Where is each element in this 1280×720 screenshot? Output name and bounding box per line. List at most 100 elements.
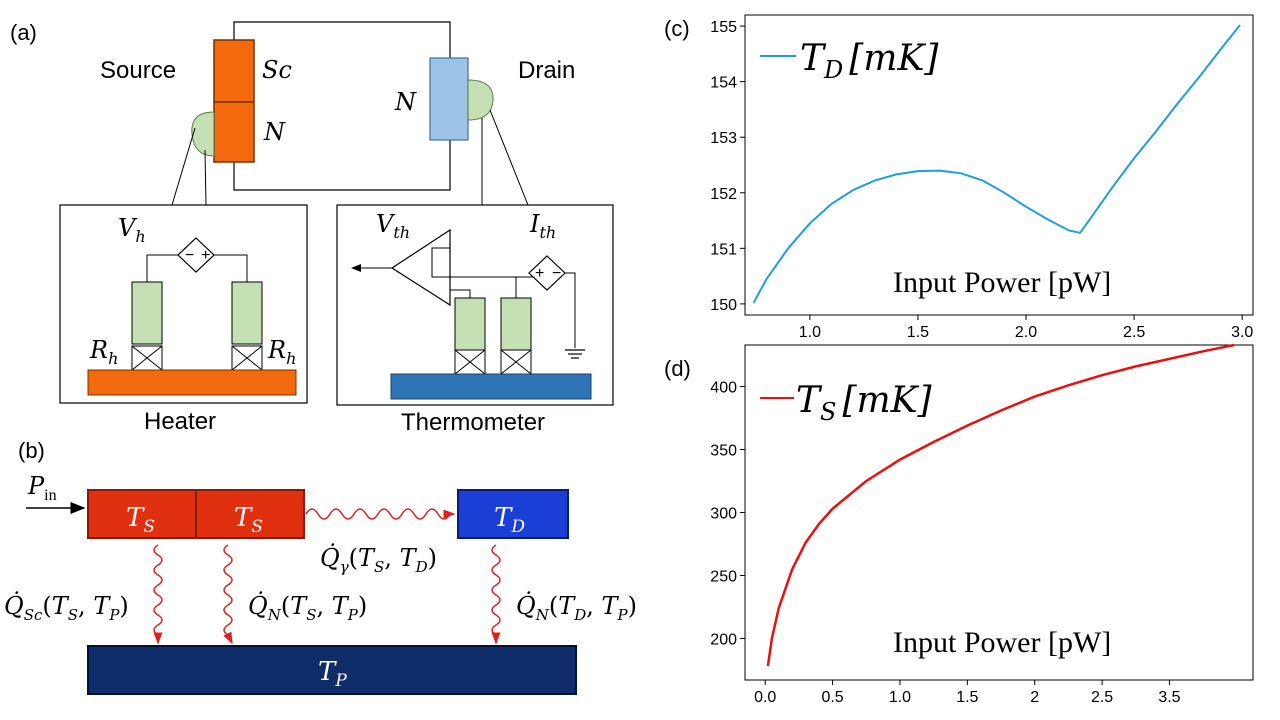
chart-d-ytick-label: 300 bbox=[710, 506, 737, 523]
amp-input-wire bbox=[450, 289, 471, 298]
rh-label-left: Rh bbox=[89, 336, 118, 368]
thermo-resistor-left bbox=[454, 297, 486, 351]
source-normal-block bbox=[213, 101, 255, 163]
heater-wire-left bbox=[146, 254, 178, 282]
heater-lead-right bbox=[204, 149, 207, 206]
vth-label: Vth bbox=[376, 210, 410, 242]
chart-c-ytick-label: 153 bbox=[710, 130, 737, 147]
heater-source-symbol bbox=[177, 237, 215, 273]
panel-b: (b) Pin TS TS TD TP Q̇γ(TS, TD) Q̇Sc(TS,… bbox=[4, 438, 637, 695]
source-superconductor-block bbox=[213, 39, 255, 103]
drain-n-label: N bbox=[394, 88, 417, 116]
thermo-source-symbol bbox=[528, 255, 566, 291]
ground-symbol bbox=[565, 349, 585, 359]
panel-d: (d) 0.0 0.5 1.0 1.5 2 2.5 3.5 200 250 300 350 400 T… bbox=[664, 343, 1254, 706]
chart-d-xtick-label: 1.0 bbox=[889, 689, 911, 706]
thermometer-bar bbox=[390, 373, 592, 400]
chart-d-xlabel: Input Power [pW] bbox=[893, 626, 1111, 659]
tp-bath bbox=[87, 645, 577, 695]
panel-c-letter: (c) bbox=[664, 16, 690, 41]
chart-c-ytick-label: 150 bbox=[710, 297, 737, 314]
thermometer-box bbox=[336, 204, 614, 406]
panel-a: (a) Source Sc N Drain N Vh − + bbox=[10, 20, 614, 436]
chart-c-xtick-label: 2.0 bbox=[1015, 324, 1037, 341]
chart-d-xtick-label: 2.5 bbox=[1091, 689, 1113, 706]
ts-left-label: TS bbox=[126, 503, 155, 537]
thermo-source-minus: − bbox=[552, 265, 561, 282]
drain-label: Drain bbox=[518, 57, 575, 84]
chart-d-ytick-label: 250 bbox=[710, 568, 737, 585]
phonon-wave-n-source bbox=[223, 544, 233, 645]
drain-block bbox=[429, 57, 469, 141]
heater-source-minus: − bbox=[185, 247, 194, 264]
heater-lead-left bbox=[171, 127, 196, 206]
rh-label-right: Rh bbox=[267, 336, 296, 368]
chart-d-xtick-label: 1.5 bbox=[956, 689, 978, 706]
top-wire bbox=[233, 21, 451, 58]
td-label: TD bbox=[494, 503, 525, 537]
ith-label: Ith bbox=[529, 210, 556, 242]
heater-wire-right bbox=[214, 254, 248, 282]
pin-label: Pin bbox=[27, 472, 57, 504]
heater-bar bbox=[87, 369, 297, 396]
chart-d-axes: 0.0 0.5 1.0 1.5 2 2.5 3.5 200 250 300 350 400 bbox=[710, 380, 1180, 706]
q-sc-label: Q̇Sc(TS, TP) bbox=[4, 592, 129, 624]
chart-d-ytick-label: 350 bbox=[710, 443, 737, 460]
panel-c: (c) 1.0 1.5 2.0 2.5 3.0 150 151 152 153 154 155 TD… bbox=[664, 14, 1254, 341]
q-n-source-label: Q̇N(TS, TP) bbox=[248, 592, 367, 624]
ts-right-label: TS bbox=[234, 503, 263, 537]
chart-c-ytick-label: 151 bbox=[710, 241, 737, 258]
chart-c-xtick-label: 3.0 bbox=[1231, 324, 1253, 341]
thermo-junction-left bbox=[454, 349, 486, 375]
chart-d-ytick-label: 200 bbox=[710, 631, 737, 648]
tp-label: TP bbox=[318, 657, 347, 691]
chart-c-series-line bbox=[752, 24, 1241, 304]
heater-junction-left bbox=[131, 345, 163, 371]
chart-c-frame bbox=[744, 14, 1254, 316]
thermo-lead-right bbox=[489, 109, 529, 206]
amp-feedback-wire bbox=[431, 247, 545, 278]
heater-box bbox=[59, 204, 308, 404]
source-n-label: N bbox=[263, 118, 286, 146]
panel-d-letter: (d) bbox=[664, 356, 691, 381]
heater-resistor-left bbox=[131, 281, 163, 345]
phonon-wave-n-drain bbox=[491, 544, 501, 645]
vh-label: Vh bbox=[118, 214, 146, 246]
td-block bbox=[457, 489, 569, 539]
thermo-ground-wire bbox=[565, 272, 576, 348]
thermo-junction-right bbox=[500, 349, 532, 375]
source-contact bbox=[191, 111, 215, 157]
chart-d-series-line bbox=[766, 343, 1235, 667]
q-n-drain-label: Q̇N(TD, TP) bbox=[516, 592, 637, 624]
chart-d-xtick-label: 0.0 bbox=[754, 689, 776, 706]
chart-d-xtick-label: 2 bbox=[1030, 689, 1039, 706]
source-label: Source bbox=[100, 57, 176, 84]
ts-block-right bbox=[195, 489, 305, 539]
bottom-wire bbox=[233, 140, 451, 191]
sc-label: Sc bbox=[262, 56, 292, 84]
q-gamma-label: Q̇γ(TS, TD) bbox=[320, 544, 437, 576]
chart-c-xtick-label: 1.0 bbox=[799, 324, 821, 341]
amplifier-symbol bbox=[390, 228, 451, 307]
chart-d-legend: TS [mK] bbox=[796, 380, 933, 426]
chart-c-xtick-label: 1.5 bbox=[907, 324, 929, 341]
photon-wave bbox=[305, 508, 456, 520]
chart-c-axes: 1.0 1.5 2.0 2.5 3.0 150 151 152 153 154 155 bbox=[710, 19, 1253, 341]
chart-c-ytick-label: 152 bbox=[710, 186, 737, 203]
panel-b-letter: (b) bbox=[18, 438, 45, 463]
chart-d-xtick-label: 3.5 bbox=[1158, 689, 1180, 706]
chart-c-ytick-label: 155 bbox=[710, 19, 737, 36]
chart-c-ytick-label: 154 bbox=[710, 75, 737, 92]
chart-c-xtick-label: 2.5 bbox=[1123, 324, 1145, 341]
heater-source-plus: + bbox=[201, 247, 210, 264]
panel-a-letter: (a) bbox=[10, 20, 37, 45]
heater-junction-right bbox=[231, 345, 263, 371]
heater-label: Heater bbox=[144, 408, 216, 435]
chart-d-xtick-label: 0.5 bbox=[821, 689, 843, 706]
chart-d-ytick-label: 400 bbox=[710, 380, 737, 397]
chart-c-legend: TD [mK] bbox=[800, 38, 939, 84]
chart-c-xlabel: Input Power [pW] bbox=[893, 266, 1111, 299]
heater-resistor-right bbox=[231, 281, 263, 345]
drain-contact bbox=[467, 79, 494, 121]
phonon-wave-sc bbox=[153, 544, 163, 645]
